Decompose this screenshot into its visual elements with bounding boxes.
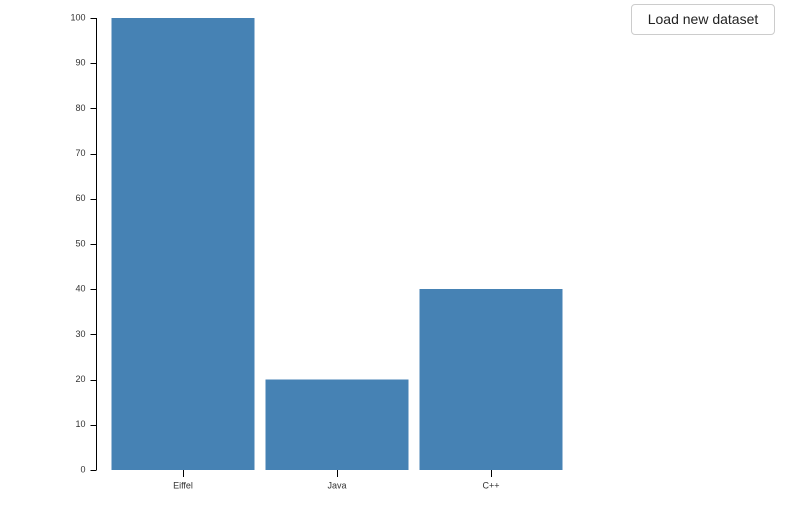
y-tick-label: 40 xyxy=(75,284,85,294)
y-axis-ticks: 0 10 20 30 40 50 60 70 80 90 100 xyxy=(70,12,97,474)
bar[interactable] xyxy=(111,18,255,470)
y-tick-label: 10 xyxy=(75,419,85,429)
y-tick-label: 20 xyxy=(75,374,85,384)
y-tick-label: 0 xyxy=(80,464,85,474)
bar[interactable] xyxy=(419,289,563,470)
x-tick-label: C++ xyxy=(482,480,499,490)
y-tick-label: 30 xyxy=(75,329,85,339)
bar[interactable] xyxy=(265,379,409,470)
y-tick-label: 60 xyxy=(75,193,85,203)
y-tick-label: 80 xyxy=(75,103,85,113)
x-tick-label: Java xyxy=(327,480,346,490)
y-tick-label: 90 xyxy=(75,58,85,68)
x-tick-label: Eiffel xyxy=(173,480,193,490)
y-tick-label: 100 xyxy=(70,12,85,22)
x-axis-ticks: Eiffel Java C++ xyxy=(173,470,500,490)
y-tick-label: 50 xyxy=(75,238,85,248)
load-new-dataset-button[interactable]: Load new dataset xyxy=(631,4,775,35)
bars-group xyxy=(111,18,563,470)
y-tick-label: 70 xyxy=(75,148,85,158)
